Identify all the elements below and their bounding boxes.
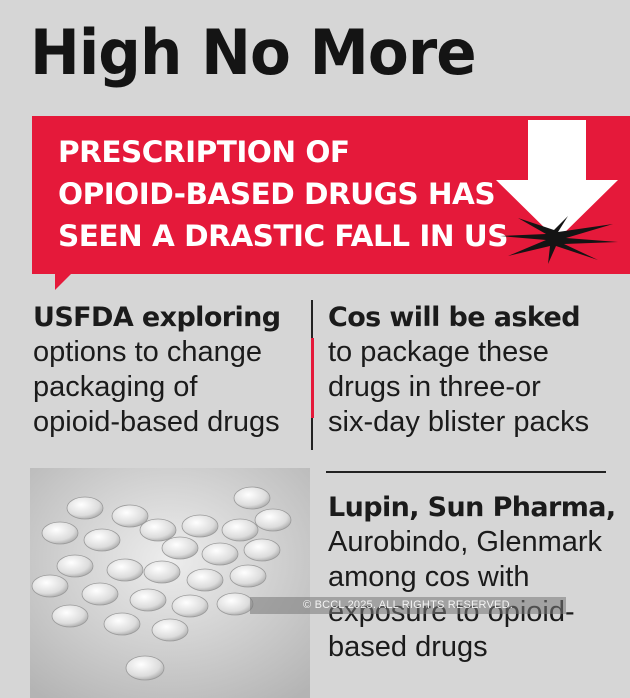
copyright-watermark: © BCCL 2025. ALL RIGHTS RESERVED.: [250, 597, 566, 614]
banner-line-2: OPIOID-BASED DRUGS HAS: [58, 177, 496, 211]
right-line: based drugs: [328, 631, 488, 663]
left-line: packaging of: [33, 371, 198, 403]
column-divider-accent: [311, 338, 314, 418]
banner-line-1: PRESCRIPTION OF: [58, 135, 350, 169]
page-title: High No More: [30, 16, 477, 89]
right-heading-1: Cos will be asked: [328, 302, 581, 333]
right-line: among cos with: [328, 561, 530, 593]
right-line: Aurobindo, Glenmark: [328, 526, 603, 558]
left-line: options to change: [33, 336, 262, 368]
left-heading: USFDA exploring: [33, 302, 281, 333]
right-text-block-1: Cos will be asked to package these drugs…: [328, 300, 589, 440]
right-line: drugs in three-or: [328, 371, 541, 403]
left-line: opioid-based drugs: [33, 406, 280, 438]
right-line: six-day blister packs: [328, 406, 590, 438]
section-divider: [326, 471, 606, 473]
right-heading-2: Lupin, Sun Pharma,: [328, 492, 616, 523]
left-text-block: USFDA exploring options to change packag…: [33, 300, 281, 440]
right-line: to package these: [328, 336, 549, 368]
right-text-block-2: Lupin, Sun Pharma, Aurobindo, Glenmark a…: [328, 490, 616, 665]
banner-tail: [55, 274, 71, 290]
banner-line-3: SEEN A DRASTIC FALL IN US: [58, 219, 509, 253]
pills-photo: [30, 468, 310, 698]
down-arrow-crash-icon: [496, 120, 618, 264]
